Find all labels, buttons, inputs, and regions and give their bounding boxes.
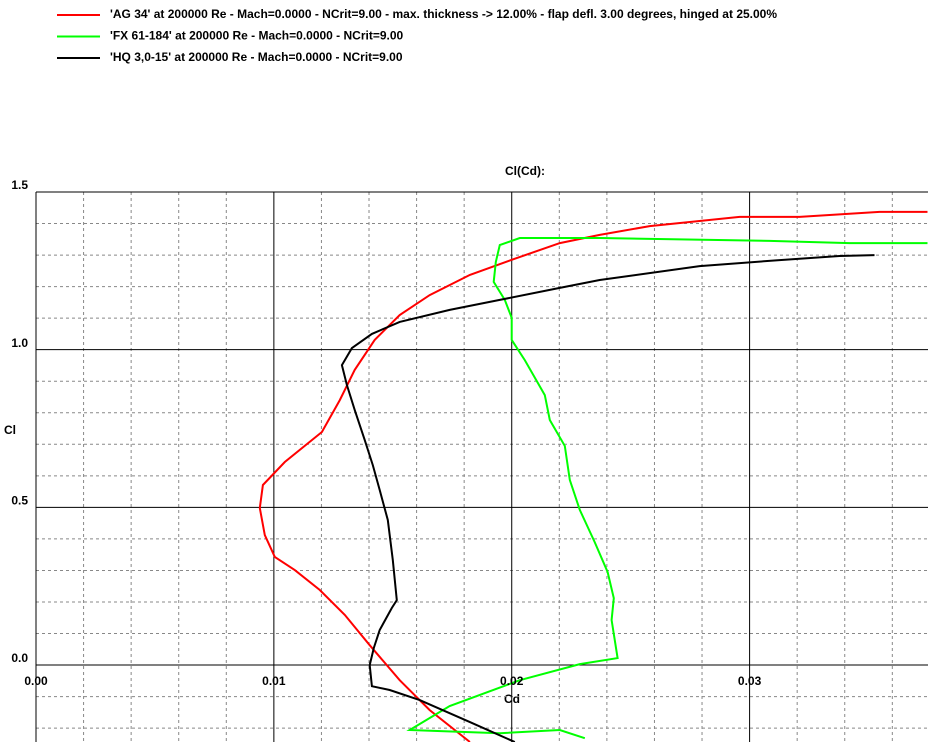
x-tick-label: 0.01 (262, 674, 286, 688)
y-tick-label: 0.0 (11, 651, 28, 665)
curve (406, 237, 928, 740)
y-tick-label: 1.0 (11, 336, 28, 350)
curve (258, 210, 928, 742)
y-tick-label: 1.5 (11, 178, 28, 192)
y-axis-label: Cl (4, 423, 16, 437)
grid (35, 191, 928, 742)
x-tick-label: 0.03 (738, 674, 762, 688)
legend-label: 'HQ 3,0-15' at 200000 Re - Mach=0.0000 -… (110, 50, 403, 64)
y-tick-label: 0.5 (11, 494, 28, 508)
curves (258, 210, 928, 742)
x-tick-label: 0.02 (500, 674, 524, 688)
legend: 'AG 34' at 200000 Re - Mach=0.0000 - NCr… (57, 7, 777, 64)
chart-title: Cl(Cd): (505, 164, 545, 178)
curve (340, 254, 875, 742)
legend-label: 'AG 34' at 200000 Re - Mach=0.0000 - NCr… (110, 7, 777, 21)
legend-label: 'FX 61-184' at 200000 Re - Mach=0.0000 -… (110, 29, 404, 43)
x-tick-label: 0.00 (24, 674, 48, 688)
